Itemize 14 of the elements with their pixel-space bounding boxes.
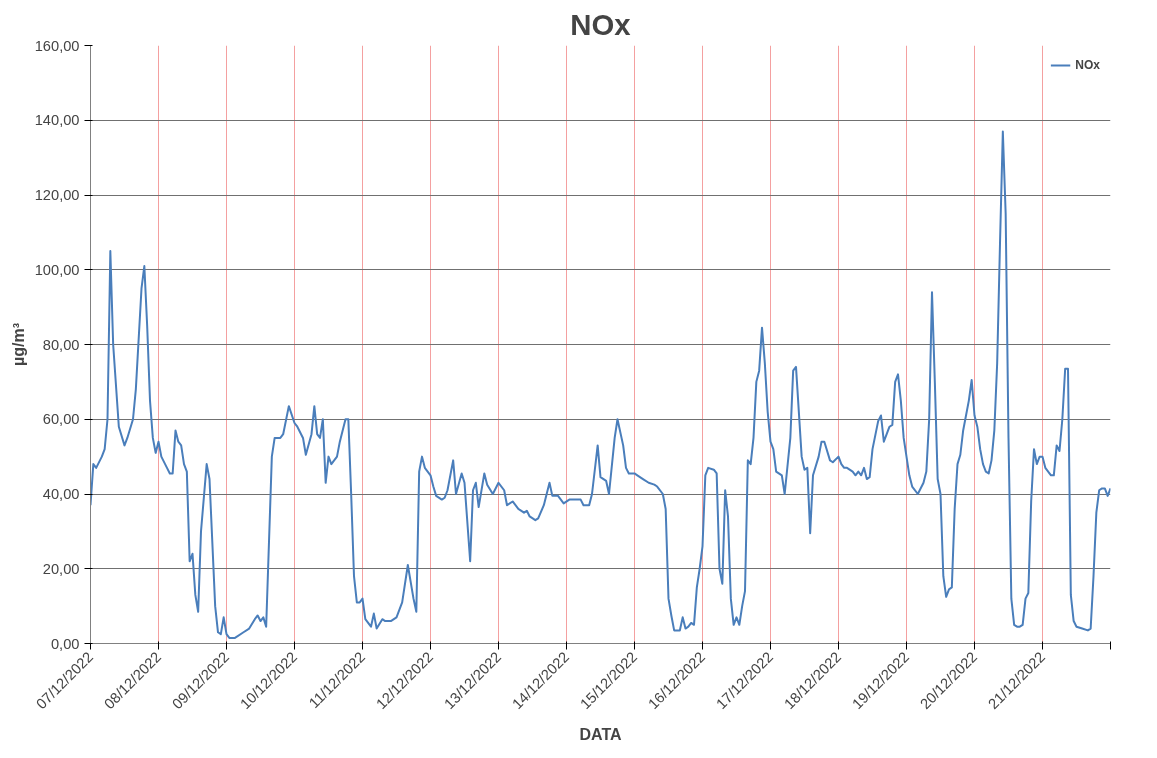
- y-tick-label: 80,00: [42, 336, 80, 353]
- y-axis-title: µg/m³: [9, 323, 27, 366]
- y-tick-label: 120,00: [34, 187, 80, 203]
- y-tick-label: 100,00: [34, 261, 80, 278]
- legend-label: NOx: [1075, 58, 1100, 72]
- y-tick-label: 20,00: [42, 560, 80, 577]
- line-series: [90, 130, 1111, 639]
- y-tick-label: 60,00: [42, 411, 80, 428]
- y-tick-label: 0,00: [50, 635, 80, 652]
- y-tick-label: 140,00: [34, 112, 80, 129]
- y-tick-label: 160,00: [34, 37, 80, 54]
- chart-title: NOx: [570, 7, 632, 41]
- x-axis-title: DATA: [579, 725, 622, 743]
- y-tick-label: 40,00: [42, 486, 80, 502]
